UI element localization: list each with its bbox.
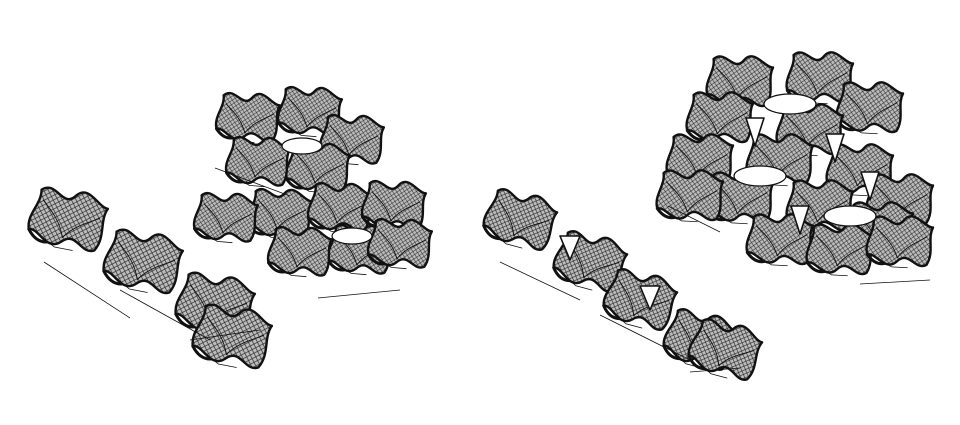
shell-cell: [366, 218, 434, 270]
panel-right: [482, 51, 935, 381]
opening: [331, 227, 373, 245]
shell-cell: [360, 180, 428, 232]
cluster-ring-curved: [192, 86, 434, 299]
shell-cell: [482, 188, 559, 251]
opening: [733, 165, 787, 187]
opening: [745, 117, 765, 147]
opening: [860, 171, 880, 201]
shell-cell: [191, 303, 274, 370]
shell-cell: [192, 192, 260, 244]
opening: [559, 235, 581, 261]
ground-line: [499, 261, 741, 373]
opening: [281, 137, 323, 155]
cluster-strip-curved: [27, 186, 274, 370]
shell-cell: [687, 318, 764, 381]
shell-cell: [865, 215, 935, 269]
shell-cell: [655, 169, 725, 223]
cluster-ring-triangular: [655, 51, 935, 285]
ground-line: [214, 167, 401, 299]
shell-cell: [266, 226, 334, 278]
opening: [790, 205, 810, 235]
opening: [763, 93, 817, 115]
shell-cell: [805, 223, 875, 277]
cluster-strip-triangular: [482, 188, 764, 381]
ground-line: [43, 261, 261, 341]
opening: [823, 205, 877, 227]
shell-cell: [602, 268, 679, 331]
opening: [825, 133, 845, 163]
shell-cell: [745, 213, 815, 267]
shell-cell: [27, 186, 110, 253]
shell-cell: [102, 228, 185, 295]
panel-left: [27, 86, 434, 370]
ground-line: [667, 205, 931, 285]
opening: [639, 285, 661, 311]
shell-cell: [224, 136, 292, 188]
